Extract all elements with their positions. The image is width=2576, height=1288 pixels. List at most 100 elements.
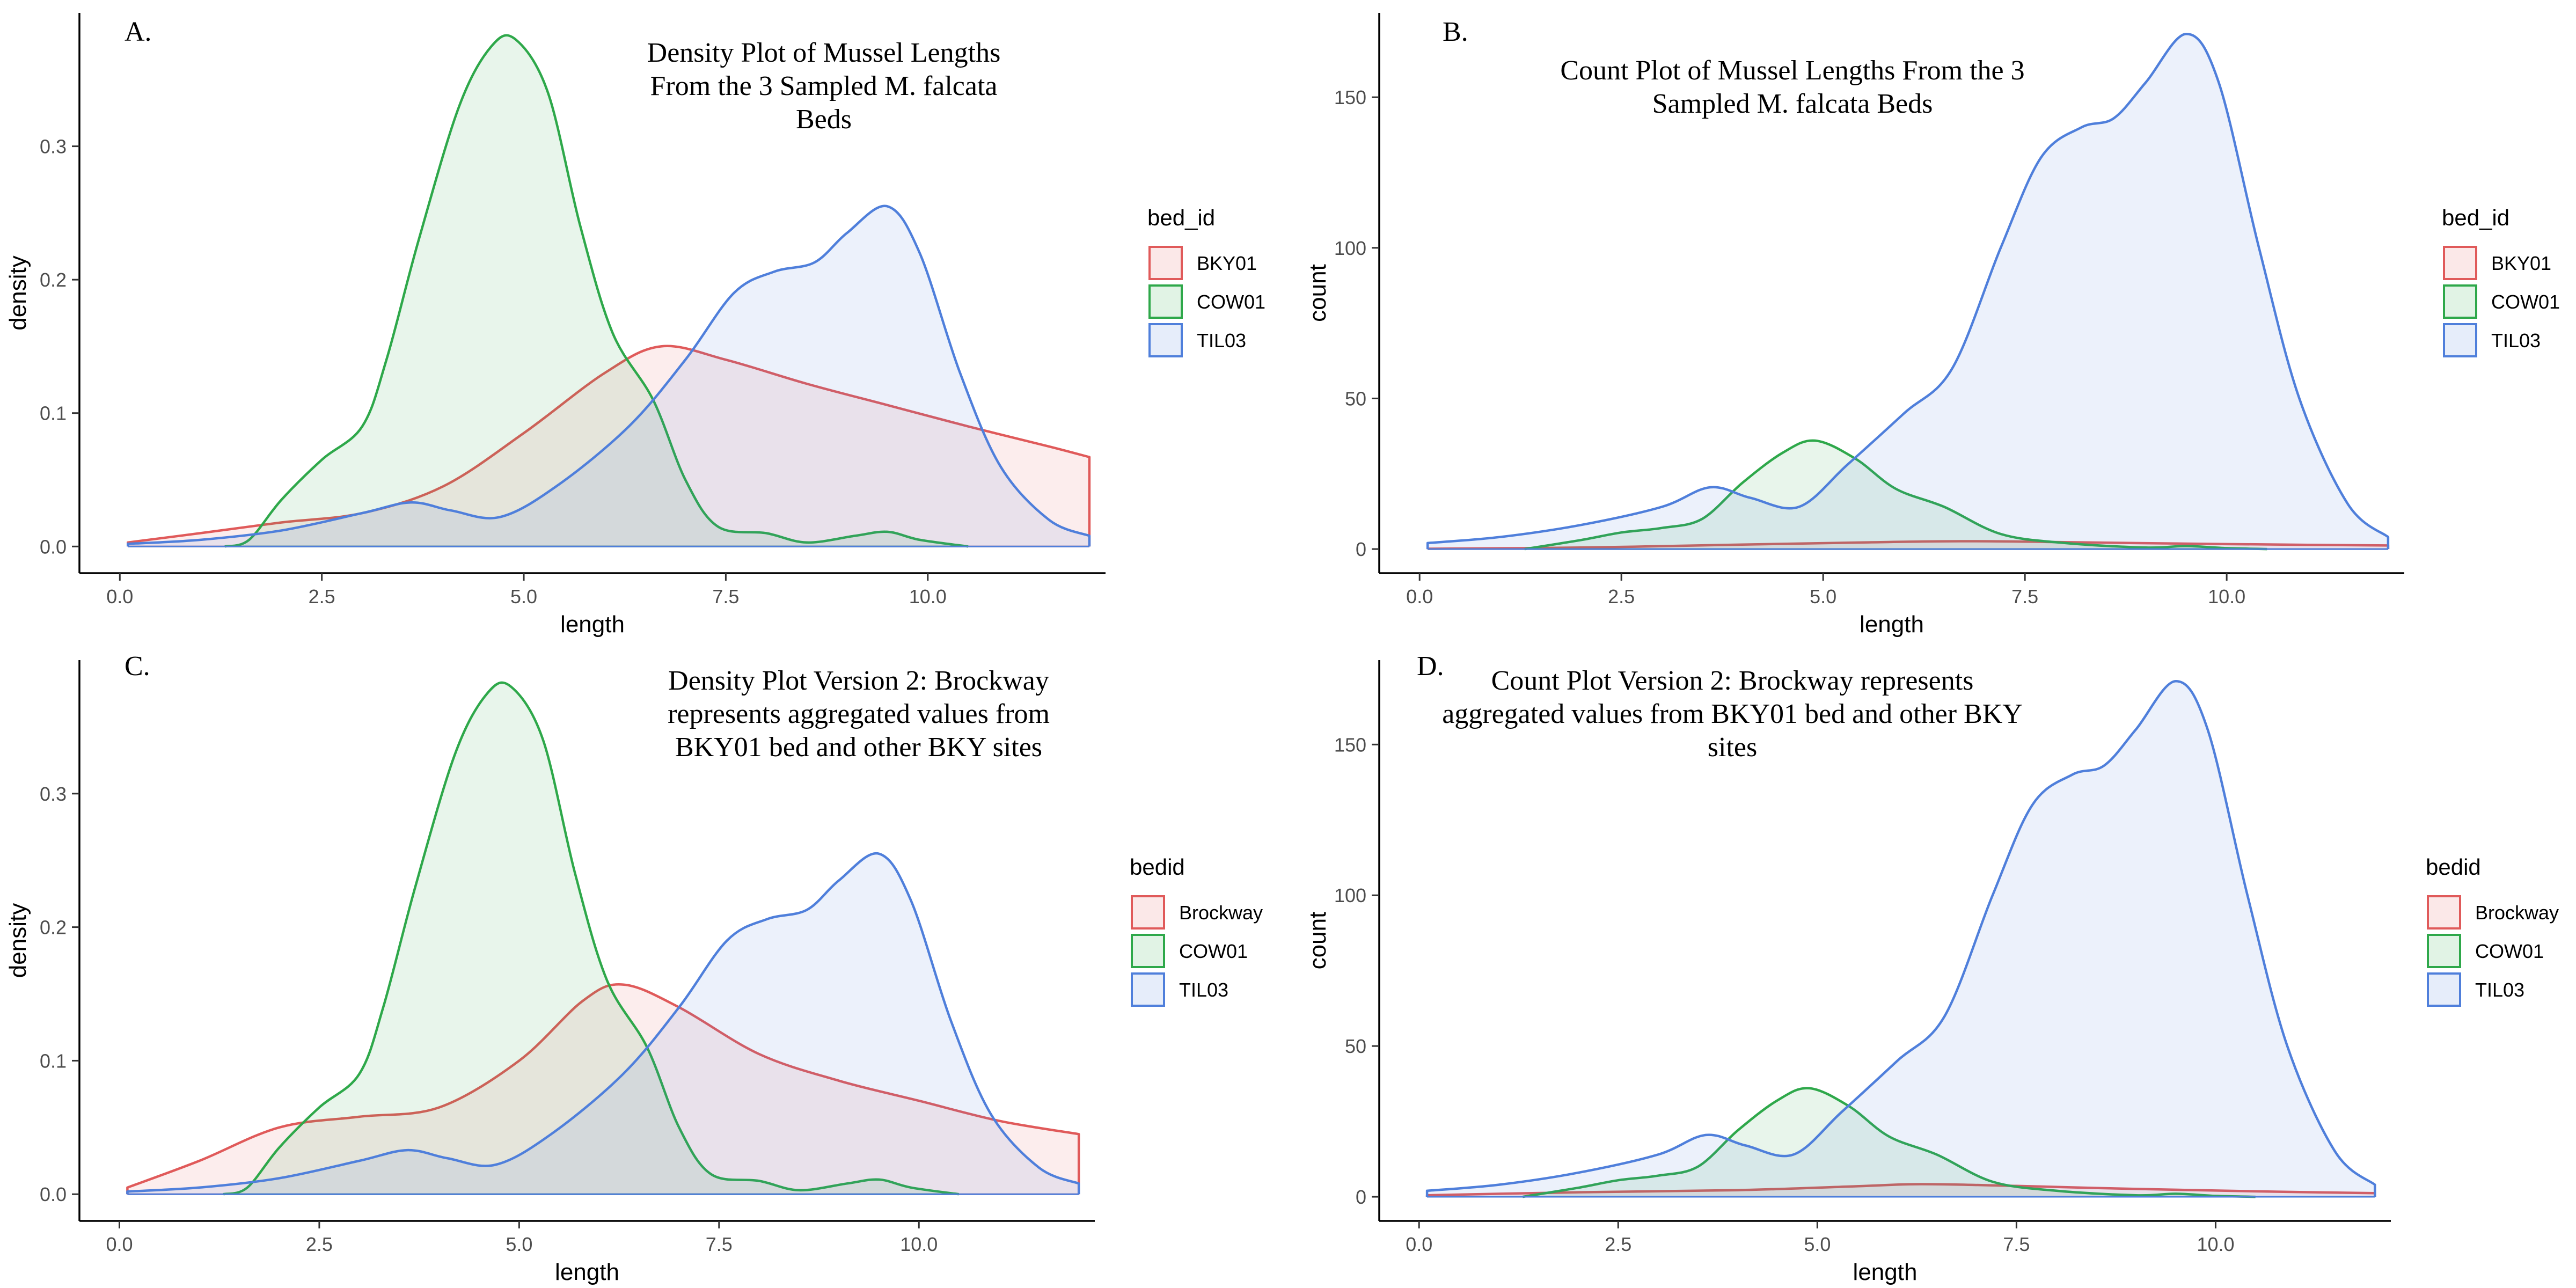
series-line-til03	[1426, 33, 2390, 550]
series-area-cow01	[225, 35, 969, 547]
legend-label: COW01	[1197, 291, 1265, 313]
chart-title-line: Count Plot of Mussel Lengths From the 3	[1560, 55, 2024, 86]
legend-key-bky01	[1148, 246, 1183, 280]
legend-key-cow01	[1148, 284, 1183, 319]
y-axis-label: count	[1305, 912, 1331, 970]
x-tick-label: 2.5	[1605, 1233, 1631, 1255]
legend-key-til03	[2443, 323, 2477, 357]
legend-label: Brockway	[1179, 902, 1263, 924]
chart-panel-3: 0.0 2.5 5.0 7.5 10.0 0.0 0.1 0.2 0.3 length densit…	[5, 651, 1263, 1285]
series-area-til03	[1427, 681, 2375, 1197]
series-area-til03	[127, 853, 1079, 1195]
chart-title-line: From the 3 Sampled M. falcata	[650, 71, 998, 101]
chart-title-line: aggregated values from BKY01 bed and oth…	[1442, 699, 2023, 729]
y-tick-label: 0.3	[40, 136, 67, 158]
y-tick-label: 150	[1334, 734, 1366, 756]
x-axis-label: length	[560, 611, 625, 638]
series-area-brockway	[127, 984, 1079, 1195]
chart-title-line: BKY01 bed and other BKY sites	[675, 732, 1042, 763]
y-tick-label: 0.0	[40, 1183, 67, 1205]
x-tick-label: 7.5	[2003, 1233, 2030, 1255]
series-area-cow01	[1523, 1088, 2256, 1197]
x-tick-label: 5.0	[510, 586, 537, 608]
legend-key-cow01	[1131, 934, 1165, 968]
legend-title: bedid	[1130, 854, 1185, 880]
series-area-til03	[128, 206, 1089, 547]
panel-tag: D.	[1417, 651, 1444, 682]
x-tick-label: 2.5	[1608, 586, 1635, 608]
x-tick-label: 0.0	[106, 586, 133, 608]
panel-tag: B.	[1443, 17, 1468, 47]
legend-key-til03	[1148, 323, 1183, 357]
y-tick-label: 100	[1334, 884, 1366, 906]
chart-panel-1: 0.0 2.5 5.0 7.5 10.0 0.0 0.1 0.2 0.3 length densit…	[5, 13, 1265, 638]
y-tick-label: 0	[1356, 1186, 1366, 1208]
y-tick-label: 50	[1345, 1035, 1366, 1057]
series-area-cow01	[1524, 440, 2267, 550]
legend-label: COW01	[2475, 940, 2544, 962]
series-line-bky01	[1426, 540, 2390, 550]
x-tick-label: 7.5	[706, 1233, 733, 1255]
series-line-bky01	[127, 345, 1091, 547]
x-tick-label: 2.5	[309, 586, 335, 608]
legend-label: COW01	[2491, 291, 2560, 313]
chart-title-line: Beds	[796, 104, 852, 135]
legend-key-cow01	[2427, 934, 2461, 968]
series-line-cow01	[224, 34, 969, 548]
legend-key-til03	[1131, 972, 1165, 1007]
legend-label: BKY01	[2491, 252, 2551, 274]
chart-title-line: represents aggregated values from	[668, 699, 1050, 729]
legend-key-brockway	[1131, 895, 1165, 930]
series-line-cow01	[223, 681, 959, 1196]
y-axis-label: density	[5, 903, 31, 978]
x-tick-label: 0.0	[1406, 1233, 1432, 1255]
legend-label: BKY01	[1197, 252, 1257, 274]
legend-key-til03	[2427, 972, 2461, 1007]
series-area-cow01	[223, 682, 959, 1195]
chart-title-line: Count Plot Version 2: Brockway represent…	[1491, 665, 1974, 696]
x-tick-label: 5.0	[1804, 1233, 1831, 1255]
x-tick-label: 7.5	[712, 586, 739, 608]
x-tick-label: 10.0	[900, 1233, 938, 1255]
x-axis-label: length	[555, 1259, 619, 1285]
chart-title-line: Density Plot Version 2: Brockway	[668, 665, 1049, 696]
series-line-til03	[1425, 680, 2376, 1197]
series-line-cow01	[1524, 439, 2267, 551]
y-tick-label: 150	[1334, 86, 1366, 108]
legend-label: TIL03	[1197, 330, 1246, 352]
x-tick-label: 0.0	[1406, 586, 1433, 608]
legend-key-cow01	[2443, 284, 2477, 319]
chart-title-line: sites	[1708, 732, 1757, 763]
chart-panel-4: 0.0 2.5 5.0 7.5 10.0 0 50 100 150 length count D. Co…	[1305, 651, 2559, 1285]
y-tick-label: 50	[1345, 387, 1366, 409]
x-tick-label: 5.0	[1810, 586, 1836, 608]
x-tick-label: 10.0	[2208, 586, 2245, 608]
y-tick-label: 0.2	[40, 917, 67, 939]
x-tick-label: 0.0	[106, 1233, 133, 1255]
legend-title: bed_id	[1147, 205, 1215, 230]
chart-panel-2: 0.0 2.5 5.0 7.5 10.0 0 50 100 150 length count B. Co…	[1305, 13, 2560, 638]
panel-tag: C.	[125, 651, 150, 682]
y-tick-label: 0	[1356, 538, 1366, 560]
y-tick-label: 0.0	[40, 536, 67, 558]
series-area-til03	[1428, 34, 2388, 550]
x-tick-label: 10.0	[909, 586, 947, 608]
legend-key-brockway	[2427, 895, 2461, 930]
y-axis-label: count	[1305, 264, 1331, 322]
panel-tag: A.	[125, 17, 152, 47]
y-tick-label: 100	[1334, 237, 1366, 259]
y-tick-label: 0.1	[40, 1050, 67, 1072]
legend-label: Brockway	[2475, 902, 2559, 924]
y-tick-label: 0.1	[40, 402, 67, 425]
y-tick-label: 0.3	[40, 783, 67, 805]
x-tick-label: 7.5	[2011, 586, 2038, 608]
y-axis-label: density	[5, 255, 31, 330]
legend-title: bedid	[2426, 854, 2481, 880]
legend-label: TIL03	[2475, 979, 2524, 1001]
chart-title-line: Density Plot of Mussel Lengths	[647, 38, 1001, 68]
legend-label: COW01	[1179, 940, 1248, 962]
legend-label: TIL03	[2491, 330, 2541, 352]
x-tick-label: 5.0	[506, 1233, 532, 1255]
y-tick-label: 0.2	[40, 269, 67, 291]
